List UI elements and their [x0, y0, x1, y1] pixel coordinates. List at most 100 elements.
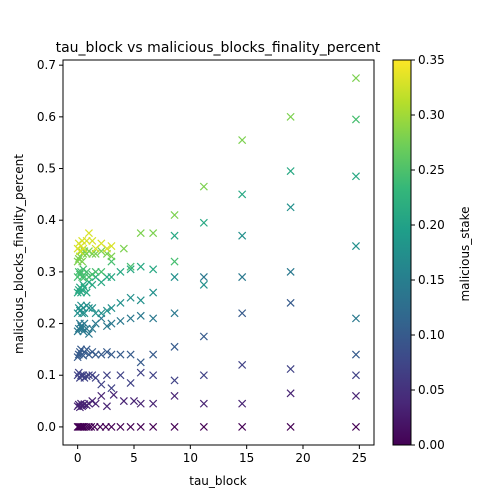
data-point — [97, 380, 106, 389]
x-tick-label: 5 — [130, 451, 138, 465]
data-point — [199, 371, 208, 380]
data-point — [107, 273, 116, 282]
data-point — [149, 371, 158, 380]
data-point — [78, 257, 87, 266]
data-point — [238, 136, 247, 145]
data-point — [199, 422, 208, 431]
x-axis-label: tau_block — [189, 474, 247, 488]
data-point — [102, 347, 111, 357]
data-point — [126, 265, 135, 274]
data-point — [102, 402, 111, 411]
data-point — [73, 288, 82, 297]
data-point — [88, 280, 97, 289]
data-point — [136, 422, 145, 431]
data-point — [351, 172, 360, 181]
data-point — [238, 190, 247, 199]
data-point — [136, 399, 145, 408]
data-point — [126, 314, 135, 323]
data-point — [88, 324, 97, 333]
data-point — [88, 249, 97, 258]
data-point — [107, 350, 116, 359]
data-point — [286, 167, 295, 176]
data-point — [97, 309, 106, 318]
data-point — [170, 211, 179, 220]
y-tick-label: 0.6 — [37, 110, 56, 124]
data-point — [286, 267, 295, 276]
data-point — [82, 267, 91, 276]
data-point — [170, 391, 179, 400]
data-point — [170, 257, 179, 266]
data-point — [149, 350, 158, 359]
colorbar-tick-label: 0.35 — [418, 53, 445, 67]
colorbar: 0.00 0.05 0.10 0.15 0.20 0.25 0.30 0.35 — [392, 53, 445, 452]
data-point — [126, 378, 135, 388]
data-point — [84, 329, 93, 338]
data-point — [102, 306, 111, 315]
data-point — [97, 391, 106, 400]
data-point — [91, 373, 100, 382]
data-point — [238, 360, 247, 369]
data-point — [238, 422, 247, 431]
colorbar-tick-label: 0.10 — [418, 328, 445, 342]
data-point — [116, 267, 125, 276]
data-point — [351, 422, 360, 431]
data-point — [126, 293, 135, 302]
x-tick-label: 25 — [352, 451, 367, 465]
data-point — [351, 242, 360, 251]
data-point — [351, 350, 360, 359]
data-point — [351, 391, 360, 400]
data-point — [84, 229, 93, 238]
data-point — [238, 273, 247, 282]
data-point — [126, 350, 135, 359]
data-point — [286, 422, 295, 431]
data-point — [119, 397, 128, 406]
colorbar-tick-label: 0.00 — [418, 438, 445, 452]
colorbar-tick-label: 0.05 — [418, 383, 445, 397]
data-point — [351, 74, 360, 83]
data-point — [136, 358, 145, 367]
plot-area — [73, 74, 360, 431]
y-tick-label: 0.3 — [37, 265, 56, 279]
data-point — [79, 244, 88, 253]
data-point — [97, 350, 106, 359]
data-point — [102, 371, 111, 380]
y-tick-label: 0.1 — [37, 368, 56, 382]
data-point — [170, 342, 179, 351]
y-axis-label: malicious_blocks_finality_percent — [12, 154, 26, 354]
data-point — [116, 316, 125, 325]
data-point — [102, 244, 111, 253]
data-point — [80, 319, 89, 328]
data-point — [199, 182, 208, 191]
data-point — [116, 422, 125, 431]
data-point — [129, 397, 139, 406]
data-point — [126, 262, 135, 271]
chart-title: tau_block vs malicious_blocks_finality_p… — [56, 40, 381, 56]
data-point — [199, 332, 208, 341]
data-point — [149, 422, 158, 431]
colorbar-tick-label: 0.25 — [418, 163, 445, 177]
data-point — [88, 236, 97, 245]
data-point — [238, 231, 247, 240]
data-point — [149, 265, 158, 274]
data-point — [107, 384, 116, 393]
data-point — [286, 389, 295, 398]
axes-frame — [62, 59, 375, 446]
data-point — [91, 399, 100, 408]
data-point — [170, 309, 179, 318]
data-point — [238, 399, 247, 408]
data-point — [351, 371, 360, 380]
data-point — [170, 273, 179, 282]
y-tick-label: 0.0 — [37, 420, 56, 434]
y-tick-label: 0.5 — [37, 162, 56, 176]
y-tick-label: 0.7 — [37, 58, 56, 72]
y-tick-label: 0.2 — [37, 317, 56, 331]
data-point — [107, 304, 116, 313]
data-point — [170, 231, 179, 240]
data-point — [351, 314, 360, 323]
x-tick-label: 20 — [295, 451, 310, 465]
data-point — [286, 112, 295, 121]
data-point — [82, 345, 91, 354]
data-point — [79, 280, 88, 289]
data-point — [84, 304, 93, 313]
